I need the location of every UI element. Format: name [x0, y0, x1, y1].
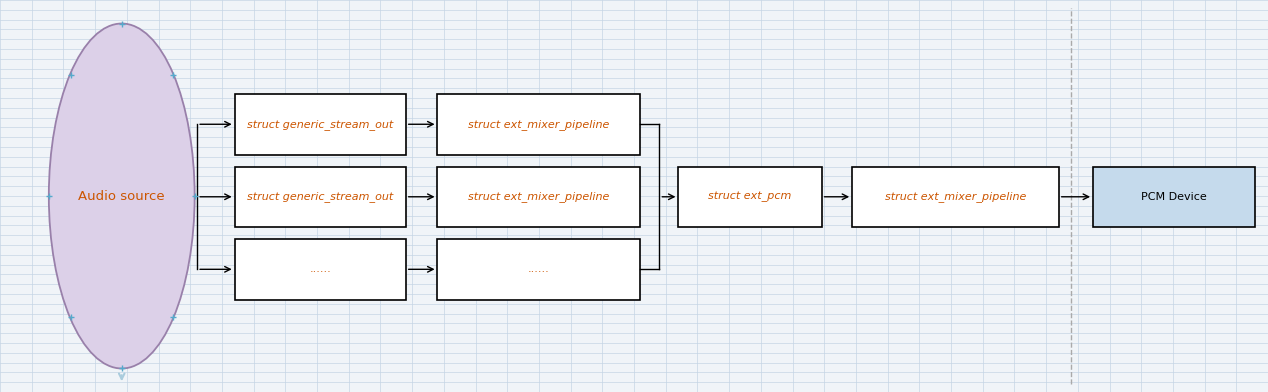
- Text: Audio source: Audio source: [79, 189, 165, 203]
- Text: ......: ......: [309, 265, 331, 274]
- Bar: [235, 239, 406, 300]
- Text: struct ext_pcm: struct ext_pcm: [709, 192, 791, 202]
- Bar: [437, 239, 640, 300]
- Bar: [235, 94, 406, 155]
- Bar: [852, 167, 1059, 227]
- Ellipse shape: [49, 24, 195, 368]
- Text: struct ext_mixer_pipeline: struct ext_mixer_pipeline: [885, 192, 1026, 202]
- Bar: [1093, 167, 1255, 227]
- Bar: [678, 167, 822, 227]
- Text: ......: ......: [527, 265, 550, 274]
- Bar: [235, 167, 406, 227]
- Text: struct ext_mixer_pipeline: struct ext_mixer_pipeline: [468, 119, 610, 130]
- Text: struct generic_stream_out: struct generic_stream_out: [247, 192, 393, 202]
- Text: PCM Device: PCM Device: [1141, 192, 1207, 202]
- Bar: [437, 94, 640, 155]
- Text: struct ext_mixer_pipeline: struct ext_mixer_pipeline: [468, 192, 610, 202]
- Text: struct generic_stream_out: struct generic_stream_out: [247, 119, 393, 130]
- Bar: [437, 167, 640, 227]
